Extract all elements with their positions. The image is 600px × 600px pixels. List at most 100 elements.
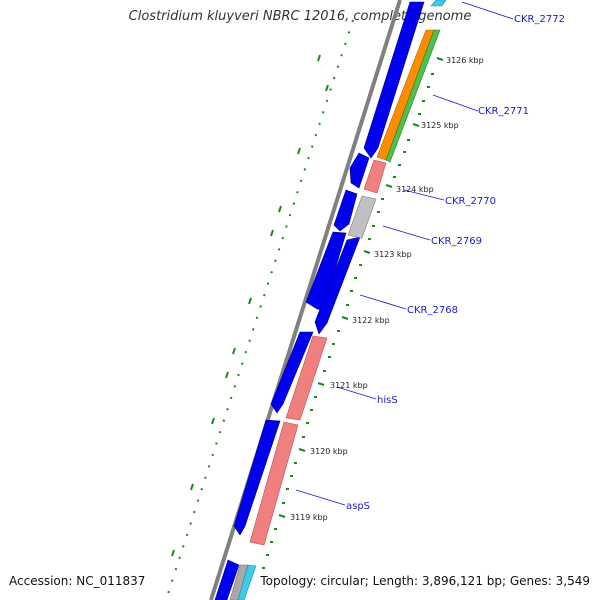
forward-gene-arrow <box>349 152 370 189</box>
minor-tick <box>337 330 340 332</box>
forward-gene-arrow <box>363 1 425 159</box>
kbp-tick <box>298 448 306 452</box>
minor-tick <box>306 422 309 424</box>
minor-tick <box>407 139 410 141</box>
forward-gene-arrow <box>333 189 358 232</box>
gc-dash <box>297 147 301 155</box>
minor-tick <box>290 475 293 477</box>
gc-dash <box>278 205 282 213</box>
gene-label: CKR_2769 <box>431 236 482 247</box>
minor-tick <box>346 304 349 306</box>
gene-label: CKR_2772 <box>514 14 565 25</box>
leader-ckr-2771 <box>432 94 479 112</box>
gc-dash <box>211 417 215 425</box>
gc-dash <box>225 371 229 379</box>
gene-labels: CKR_2772 CKR_2771 CKR_2770 CKR_2769 CKR_… <box>346 14 565 512</box>
scale-labels: 3126 kbp 3125 kbp 3124 kbp 3123 kbp 3122… <box>290 56 484 522</box>
forward-gene-arrow <box>314 236 361 335</box>
reverse-gene-partial-grey <box>229 564 249 600</box>
gc-dash <box>317 54 321 62</box>
kbp-tick <box>412 123 420 127</box>
minor-tick <box>398 164 401 166</box>
kbp-label: 3126 kbp <box>446 56 484 65</box>
minor-tick <box>359 264 362 266</box>
kbp-label: 3120 kbp <box>310 447 348 456</box>
kbp-label: 3124 kbp <box>396 185 434 194</box>
leader-ckr-2772 <box>461 1 514 20</box>
minor-tick <box>418 113 421 115</box>
minor-tick <box>266 554 269 556</box>
kbp-tick <box>436 57 444 61</box>
reverse-gene-hiss <box>285 335 328 421</box>
accession-text: Accession: NC_011837 <box>9 574 146 588</box>
kbp-label: 3125 kbp <box>421 121 459 130</box>
leader-ckr-2770 <box>403 189 445 201</box>
minor-tick <box>427 86 430 88</box>
forward-gene-arrow <box>270 331 314 414</box>
reverse-gene-ckr-2770 <box>363 159 387 194</box>
minor-tick <box>332 343 335 345</box>
reverse-gene-ckr-2771-b <box>385 29 441 163</box>
kbp-label: 3123 kbp <box>374 250 412 259</box>
minor-tick <box>422 100 425 102</box>
minor-tick <box>368 238 371 240</box>
gene-label: CKR_2770 <box>445 196 496 207</box>
minor-tick <box>377 211 380 213</box>
leader-hiss <box>336 386 377 400</box>
leader-ckr-2768 <box>359 294 407 310</box>
leader-asps <box>295 489 346 506</box>
kbp-tick <box>385 184 393 188</box>
leader-ckr-2769 <box>382 225 431 241</box>
minor-tick <box>270 541 273 543</box>
minor-tick <box>302 436 305 438</box>
minor-tick <box>323 370 326 372</box>
label-leaders <box>295 1 514 506</box>
gc-dash <box>270 229 274 237</box>
kbp-label: 3121 kbp <box>330 381 368 390</box>
gene-label: hisS <box>377 395 398 406</box>
gc-dash <box>325 84 329 92</box>
gene-label: CKR_2768 <box>407 305 458 316</box>
reverse-gene-asps <box>249 421 299 546</box>
genome-summary: Topology: circular; Length: 3,896,121 bp… <box>260 574 590 588</box>
minor-tick <box>274 528 277 530</box>
kbp-tick <box>278 514 286 518</box>
minor-tick <box>381 198 384 200</box>
gene-label: aspS <box>346 501 370 512</box>
minor-tick <box>431 73 434 75</box>
minor-tick <box>314 396 317 398</box>
minor-tick <box>262 567 265 569</box>
minor-tick <box>310 409 313 411</box>
gc-dash <box>190 483 194 491</box>
minor-tick <box>294 462 297 464</box>
gc-skew-track <box>165 19 354 600</box>
minor-tick <box>350 290 353 292</box>
minor-tick <box>282 502 285 504</box>
map-title: Clostridium kluyveri NBRC 12016, complet… <box>128 9 472 24</box>
gc-dash <box>248 297 252 305</box>
reverse-gene-ckr-2772 <box>430 0 447 7</box>
kbp-tick <box>363 250 371 254</box>
kbp-label: 3119 kbp <box>290 513 328 522</box>
gene-label: CKR_2771 <box>478 106 529 117</box>
minor-tick <box>372 225 375 227</box>
reverse-genes <box>229 0 447 600</box>
reverse-gene-partial-cyan <box>237 564 257 600</box>
minor-tick <box>403 151 406 153</box>
minor-tick <box>286 488 289 490</box>
minor-tick <box>393 176 396 178</box>
kbp-tick <box>317 382 325 386</box>
scale-ticks <box>278 57 444 518</box>
kbp-label: 3122 kbp <box>352 316 390 325</box>
forward-genes <box>214 1 425 600</box>
reverse-gene-ckr-2769 <box>347 195 377 239</box>
minor-tick <box>354 277 357 279</box>
forward-gene-arrow <box>233 419 281 536</box>
gc-dash <box>232 347 236 355</box>
forward-gene-arrow <box>214 559 240 600</box>
gc-dash <box>171 549 175 557</box>
kbp-tick <box>341 316 349 320</box>
minor-tick <box>328 356 331 358</box>
scale-minor-ticks <box>262 73 434 569</box>
